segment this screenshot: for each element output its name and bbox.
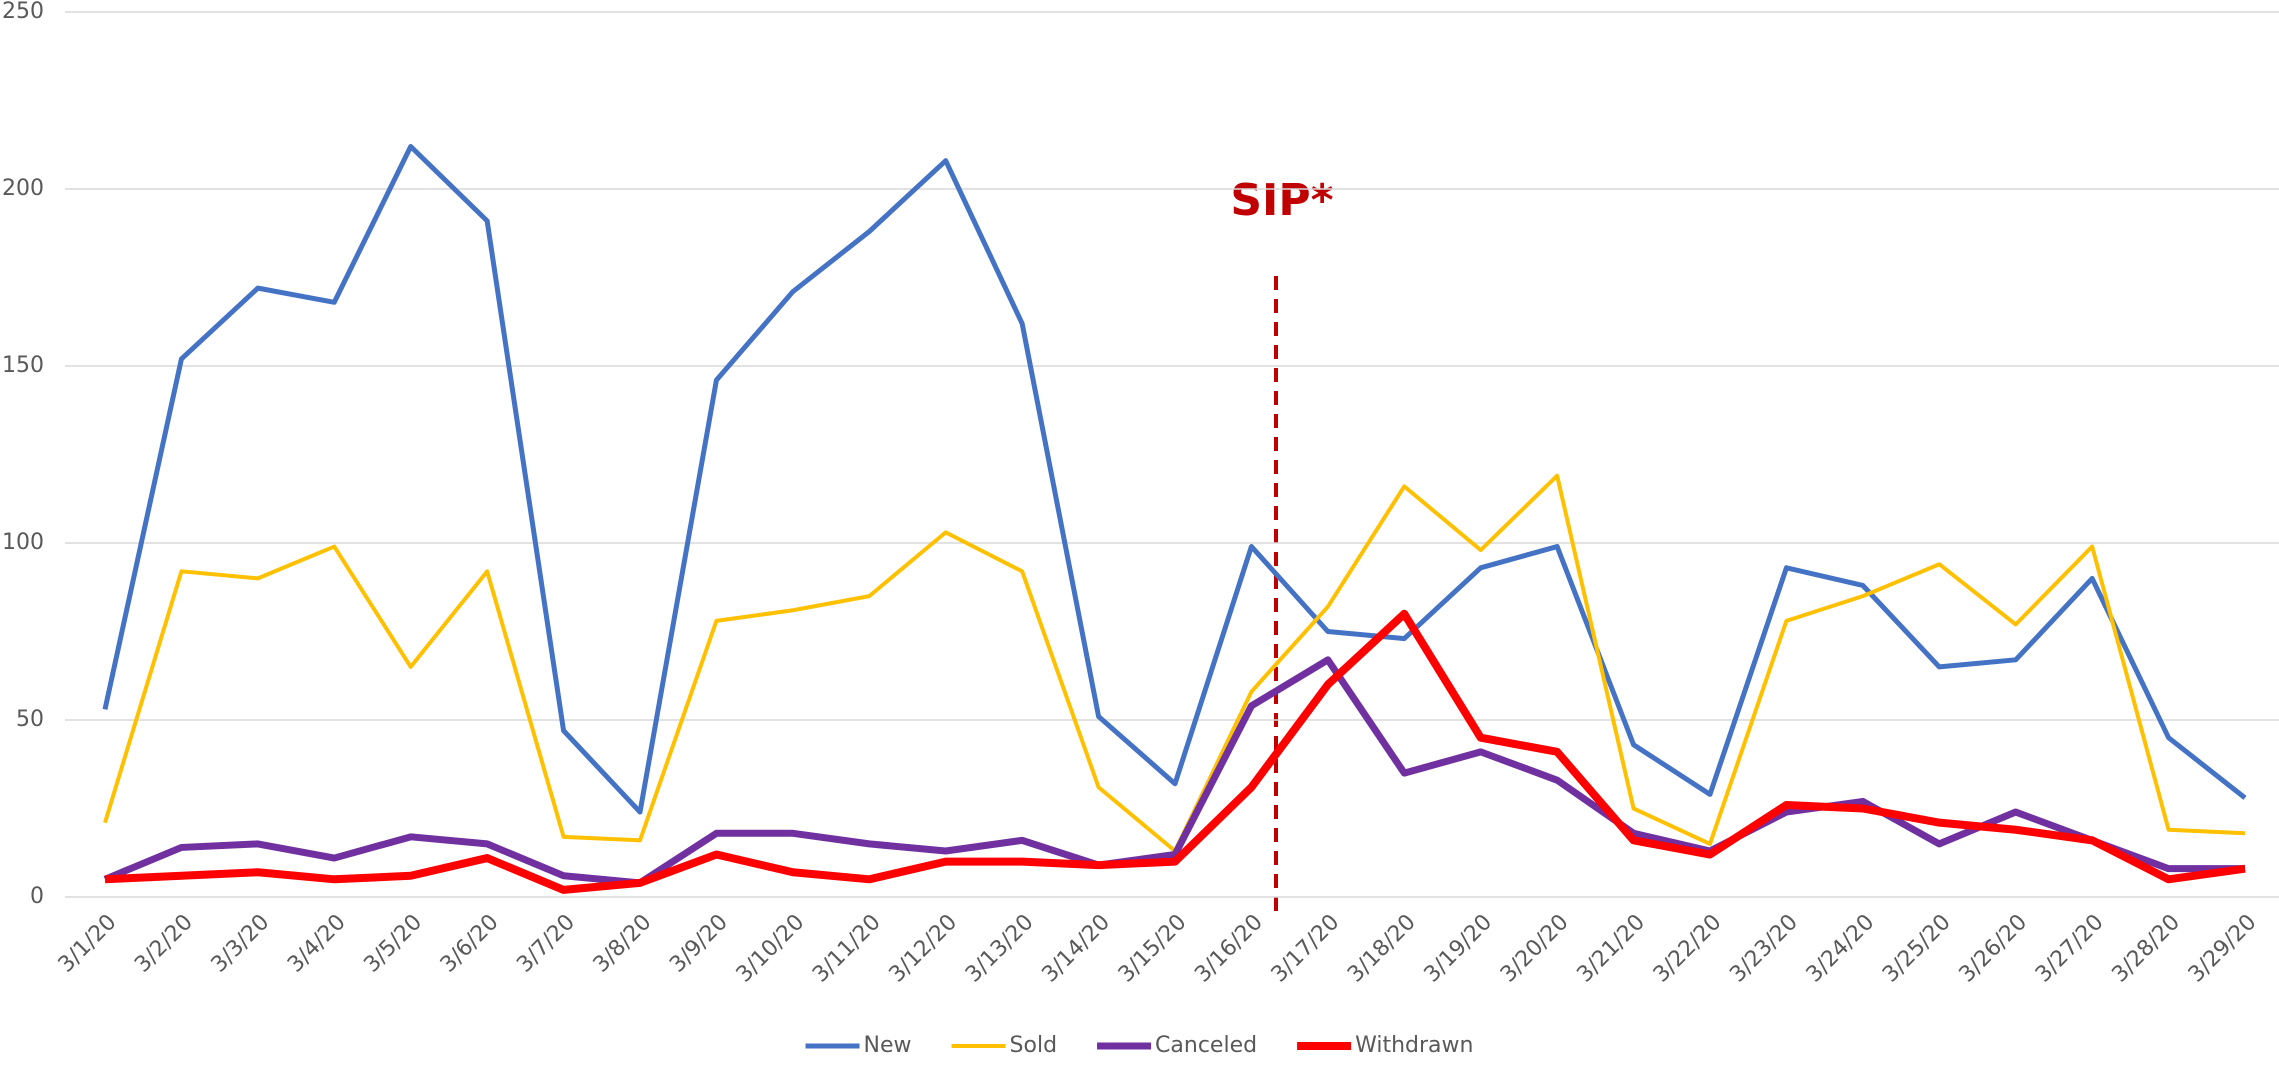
x-tick-label: 3/1/20 [54,910,122,978]
x-tick-label: 3/26/20 [1955,910,2033,988]
x-tick-label: 3/29/20 [2184,910,2262,988]
series-line [103,656,2245,887]
y-tick-label: 150 [2,353,44,378]
x-tick-label: 3/17/20 [1267,910,1345,988]
x-tick-label: 3/3/20 [207,910,275,978]
y-tick-label: 250 [2,0,44,24]
legend-label: Canceled [1155,1033,1257,1058]
x-tick-label: 3/25/20 [1878,910,1956,988]
x-tick-label: 3/28/20 [2107,910,2185,988]
x-tick-label: 3/23/20 [1725,910,1803,988]
x-tick-label: 3/5/20 [359,910,427,978]
annotation: SIP* [1230,175,1333,226]
x-tick-label: 3/2/20 [130,910,198,978]
y-tick-label: 100 [2,530,44,555]
x-tick-label: 3/6/20 [436,910,504,978]
legend-label: Sold [1010,1033,1058,1058]
x-tick-label: 3/19/20 [1420,910,1498,988]
x-tick-label: 3/13/20 [961,910,1039,988]
legend-label: New [864,1033,912,1058]
x-tick-label: 3/22/20 [1649,910,1727,988]
x-tick-label: 3/27/20 [2031,910,2109,988]
x-tick-label: 3/8/20 [589,910,657,978]
y-tick-label: 200 [2,176,44,201]
x-tick-label: 3/11/20 [808,910,886,988]
legend-label: Withdrawn [1355,1033,1473,1058]
y-tick-label: 0 [30,884,44,909]
series-line [103,473,2246,853]
x-tick-label: 3/16/20 [1190,910,1268,988]
x-tick-label: 3/24/20 [1802,910,1880,988]
y-tick-label: 50 [16,707,44,732]
x-tick-label: 3/15/20 [1114,910,1192,988]
x-tick-label: 3/7/20 [512,910,580,978]
x-tick-label: 3/18/20 [1343,910,1421,988]
x-tick-label: 3/12/20 [885,910,963,988]
x-tick-label: 3/20/20 [1496,910,1574,988]
x-tick-label: 3/21/20 [1572,910,1650,988]
x-tick-label: 3/9/20 [665,910,733,978]
x-tick-label: 3/14/20 [1037,910,1115,988]
x-tick-label: 3/10/20 [732,910,810,988]
series-line [102,144,2247,815]
x-tick-label: 3/4/20 [283,910,351,978]
series-line [104,609,2246,894]
